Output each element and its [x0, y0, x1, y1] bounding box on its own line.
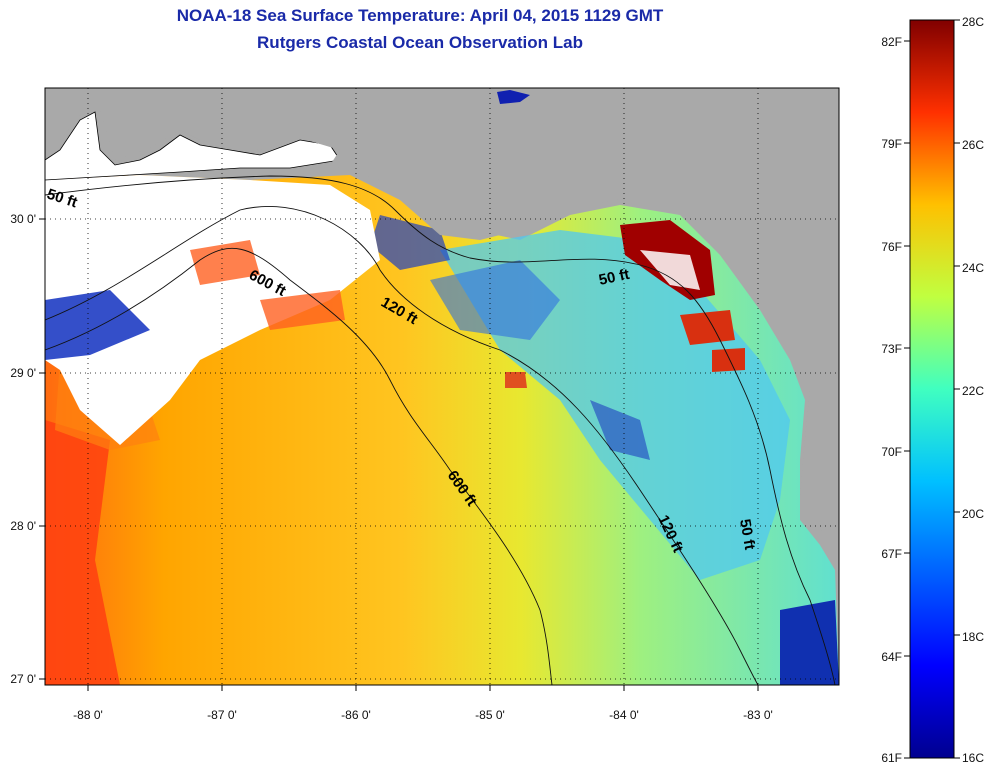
cold-patch	[780, 600, 839, 685]
map-subtitle: Rutgers Coastal Ocean Observation Lab	[257, 33, 583, 52]
cold-patch	[370, 215, 450, 270]
warm-patch	[712, 348, 745, 372]
warm-patch	[260, 290, 345, 330]
warm-patch	[45, 420, 120, 685]
lat-tick-label: 29 0'	[10, 366, 36, 380]
warm-patch	[190, 240, 260, 285]
lon-tick-label: -83 0'	[743, 708, 773, 722]
cold-patch	[430, 260, 560, 340]
lat-tick-label: 30 0'	[10, 212, 36, 226]
colorbar-fahrenheit-label: 82F	[881, 35, 902, 49]
colorbar-fahrenheit-label: 61F	[881, 751, 902, 765]
cold-patch	[590, 400, 650, 460]
lat-tick-label: 27 0'	[10, 672, 36, 686]
lon-tick-label: -88 0'	[73, 708, 103, 722]
colorbar-celsius-label: 24C	[962, 261, 984, 275]
colorbar-scale	[909, 19, 955, 759]
depth-label: 50 ft	[736, 518, 758, 551]
coast-inlets	[45, 88, 341, 181]
plot-frame	[44, 87, 840, 686]
map-title: NOAA-18 Sea Surface Temperature: April 0…	[176, 6, 664, 25]
sst-map: -88 0' -87 0' -86 0' -85 0' -84 0' -83 0…	[10, 87, 840, 722]
contour-120ft	[45, 206, 759, 685]
contour-600ft	[45, 247, 553, 685]
warm-patch	[505, 372, 527, 388]
cloud-cover	[640, 250, 700, 290]
cold-patch	[45, 290, 150, 360]
colorbar-ticks	[904, 19, 960, 759]
axis-ticks	[39, 218, 759, 691]
colorbar-celsius-label: 28C	[962, 15, 984, 29]
lon-tick-label: -86 0'	[341, 708, 371, 722]
land-area	[45, 88, 839, 330]
colorbar-celsius-label: 22C	[962, 384, 984, 398]
colorbar-fahrenheit-label: 73F	[881, 342, 902, 356]
lon-tick-label: -84 0'	[609, 708, 639, 722]
lon-tick-label: -87 0'	[207, 708, 237, 722]
lon-tick-label: -85 0'	[475, 708, 505, 722]
depth-label: 50 ft	[597, 266, 631, 289]
colorbar-fahrenheit-label: 70F	[881, 445, 902, 459]
colorbar-celsius-label: 18C	[962, 630, 984, 644]
colorbar-celsius-label: 26C	[962, 138, 984, 152]
colorbar-celsius-label: 16C	[962, 751, 984, 765]
contour-50ft	[45, 175, 836, 685]
colorbar-fahrenheit-label: 79F	[881, 137, 902, 151]
inland-water	[497, 90, 530, 104]
cloud-cover	[45, 175, 380, 445]
colorbar-fahrenheit-label: 64F	[881, 650, 902, 664]
colorbar-fahrenheit-label: 76F	[881, 240, 902, 254]
warm-patch	[680, 310, 735, 345]
colorbar-celsius-label: 20C	[962, 507, 984, 521]
land-area	[800, 330, 839, 540]
lat-tick-label: 28 0'	[10, 519, 36, 533]
colorbar-fahrenheit-label: 67F	[881, 547, 902, 561]
